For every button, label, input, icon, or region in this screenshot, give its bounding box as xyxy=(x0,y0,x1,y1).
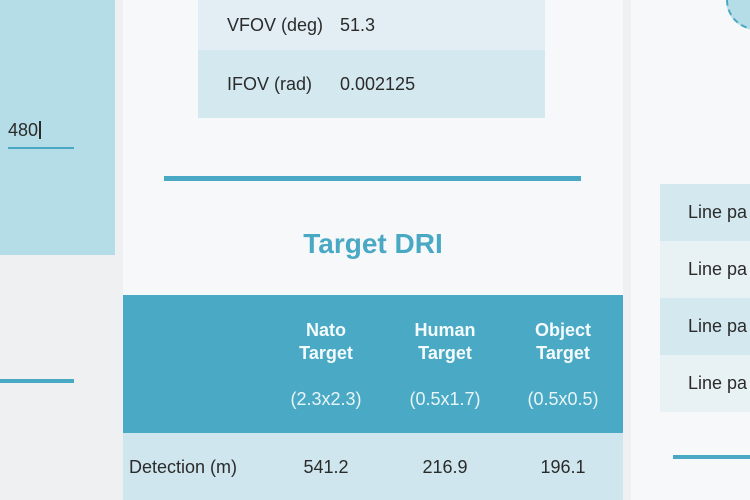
left-divider xyxy=(0,379,74,383)
badge-icon xyxy=(726,0,750,30)
column-size: (0.5x0.5) xyxy=(527,389,599,409)
resolution-input-value[interactable]: 480 xyxy=(8,120,39,140)
dri-column-human: Human Target (0.5x1.7) xyxy=(390,319,500,410)
section-divider xyxy=(164,176,581,181)
table-row: Detection (m) 541.2 216.9 196.1 xyxy=(123,433,623,500)
left-panel: 480 xyxy=(0,0,115,255)
fov-value: 0.002125 xyxy=(340,73,416,94)
fov-row-vfov: VFOV (deg) 51.3 xyxy=(198,0,545,50)
center-panel: VFOV (deg) 51.3 IFOV (rad) 0.002125 Targ… xyxy=(123,0,623,500)
row-value: 216.9 xyxy=(422,457,468,477)
input-underline xyxy=(8,147,74,149)
row-value: 541.2 xyxy=(303,457,349,477)
list-item[interactable]: Line pa xyxy=(660,241,750,298)
fov-value: 51.3 xyxy=(340,14,376,35)
column-name-line1: Nato xyxy=(306,320,346,340)
list-item[interactable]: Line pa xyxy=(660,184,750,241)
row-value: 196.1 xyxy=(540,457,586,477)
column-size: (0.5x1.7) xyxy=(409,389,481,409)
fov-table: VFOV (deg) 51.3 IFOV (rad) 0.002125 xyxy=(198,0,545,118)
list-item[interactable]: Line pa xyxy=(660,355,750,412)
right-panel: Line pa Line pa Line pa Line pa xyxy=(631,0,750,500)
column-name-line2: Target xyxy=(299,343,353,363)
fov-row-ifov: IFOV (rad) 0.002125 xyxy=(198,50,545,118)
column-name-line1: Object xyxy=(534,320,591,340)
list-item[interactable]: Line pa xyxy=(660,298,750,355)
dri-column-nato: Nato Target (2.3x2.3) xyxy=(271,319,381,410)
fov-label: IFOV (rad) xyxy=(227,73,313,94)
resolution-input[interactable]: 480 xyxy=(8,120,74,149)
column-name-line2: Target xyxy=(418,343,472,363)
column-name-line2: Target xyxy=(536,343,590,363)
column-size: (2.3x2.3) xyxy=(290,389,362,409)
dri-column-object: Object Target (0.5x0.5) xyxy=(508,319,618,410)
row-label: Detection (m) xyxy=(129,457,238,477)
text-caret xyxy=(39,121,42,139)
dri-table-header: Nato Target (2.3x2.3) Human Target (0.5x… xyxy=(123,295,623,433)
fov-label: VFOV (deg) xyxy=(227,14,324,35)
right-divider xyxy=(673,455,750,459)
column-name-line1: Human xyxy=(414,320,476,340)
section-title: Target DRI xyxy=(303,228,443,259)
